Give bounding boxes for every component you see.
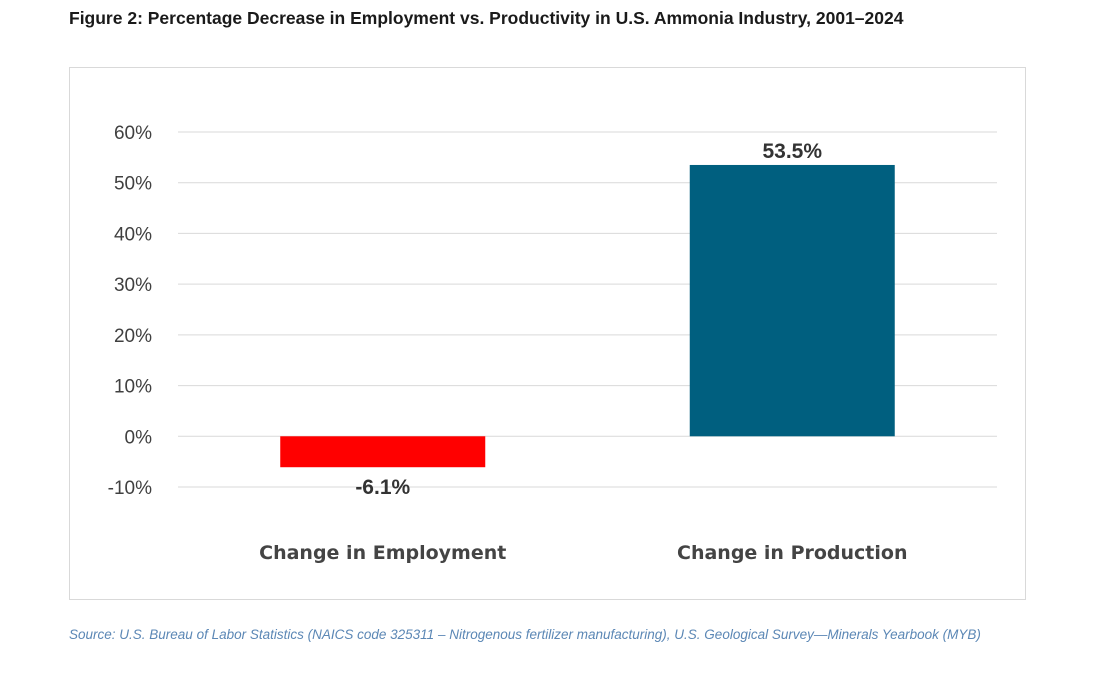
bar-change-in-employment: [280, 436, 486, 468]
data-label: -6.1%: [355, 476, 410, 499]
y-tick-label: 0%: [125, 427, 153, 448]
y-tick-label: 50%: [114, 174, 152, 195]
bars: [280, 164, 895, 468]
category-label: Change in Production: [677, 542, 908, 564]
y-tick-label: 40%: [114, 224, 152, 245]
category-label: Change in Employment: [259, 542, 506, 564]
y-tick-label: 30%: [114, 275, 152, 296]
y-axis-tick-labels: 60% 50% 40% 30% 20% 10% 0% -10%: [108, 123, 152, 499]
data-label: 53.5%: [762, 140, 822, 163]
y-tick-label: 60%: [114, 123, 152, 144]
y-tick-label: -10%: [108, 478, 152, 499]
source-note: Source: U.S. Bureau of Labor Statistics …: [69, 627, 981, 642]
category-labels: Change in Employment Change in Production: [259, 542, 907, 564]
y-tick-label: 20%: [114, 326, 152, 347]
data-labels: -6.1% 53.5%: [355, 140, 822, 499]
bar-change-in-production: [689, 164, 895, 437]
y-tick-label: 10%: [114, 377, 152, 398]
figure-title: Figure 2: Percentage Decrease in Employm…: [69, 8, 904, 28]
